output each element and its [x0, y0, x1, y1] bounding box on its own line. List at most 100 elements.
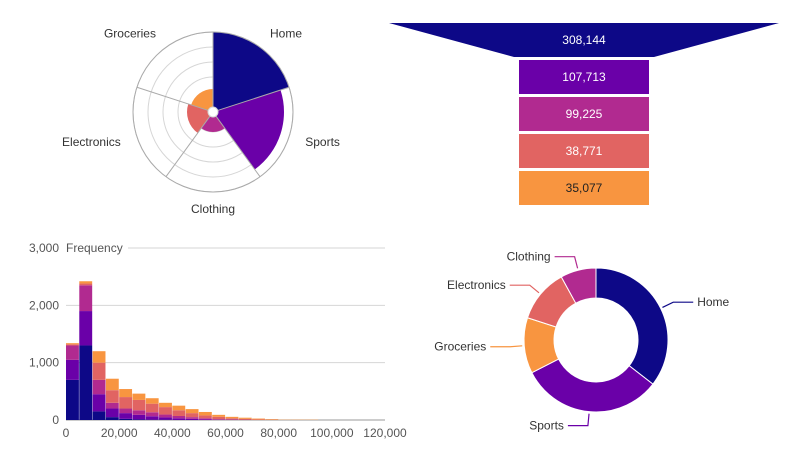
funnel-value-label: 107,713 [562, 70, 606, 84]
polar-wedge-home [213, 32, 290, 111]
polar-label-clothing: Clothing [191, 202, 235, 216]
hist-bar-sports [172, 418, 186, 420]
hist-bar-clothing [172, 415, 186, 419]
polar-center-hole [207, 106, 219, 118]
hist-bar-electronics [198, 415, 212, 419]
donut-leader-sports [567, 413, 590, 427]
hist-bar-clothing [185, 417, 199, 419]
hist-bar-groceries [92, 351, 106, 363]
hist-bar-sports [92, 394, 106, 412]
hist-bar-sports [132, 414, 146, 420]
hist-x-tick-label: 120,000 [363, 426, 407, 440]
polar-spoke [136, 86, 209, 111]
hist-bar-sports [66, 359, 79, 380]
donut-label-electronics: Electronics [447, 278, 506, 292]
hist-bar-electronics [225, 418, 239, 420]
polar-wedge-clothing [201, 116, 225, 132]
hist-bar-electronics [238, 418, 252, 420]
hist-x-tick-label: 0 [63, 426, 70, 440]
donut-slice-clothing [560, 267, 597, 304]
hist-bar-sports [119, 413, 133, 419]
hist-y-tick-label: 2,000 [29, 298, 59, 312]
donut-leader-electronics [509, 284, 540, 294]
polar-spoke [215, 115, 261, 178]
hist-y-axis-title: Frequency [66, 241, 123, 255]
hist-bar-electronics [92, 362, 106, 380]
hist-bar-sports [105, 408, 119, 418]
polar-label-groceries: Groceries [104, 27, 156, 41]
polar-label-electronics: Electronics [62, 135, 121, 149]
funnel-segment-1 [389, 23, 779, 57]
hist-y-tick-label: 0 [52, 413, 59, 427]
funnel-chart: 308,144 107,713 99,225 38,771 35,077 [389, 23, 779, 205]
hist-y-tick-label: 1,000 [29, 356, 59, 370]
hist-bar-groceries [185, 409, 199, 414]
hist-bar-groceries [252, 418, 265, 420]
donut-label-clothing: Clothing [507, 250, 551, 264]
hist-bar-electronics [105, 390, 119, 403]
hist-bar-electronics [79, 283, 93, 286]
donut-slice-home [595, 267, 669, 385]
donut-label-sports: Sports [529, 419, 564, 433]
hist-bar-home [119, 418, 133, 420]
hist-bar-electronics [172, 410, 186, 416]
donut-leader-groceries [490, 345, 523, 348]
hist-bar-groceries [238, 417, 252, 419]
polar-outer-ring [132, 31, 294, 193]
hist-bar-sports [198, 419, 212, 420]
hist-bar-home [79, 345, 93, 420]
hist-bar-electronics [66, 344, 79, 346]
funnel-segment-3 [519, 97, 649, 131]
polar-spoke [217, 86, 290, 111]
hist-bar-clothing [66, 345, 79, 360]
funnel-segment-2 [519, 60, 649, 94]
hist-bar-electronics [212, 416, 226, 420]
donut-leader-clothing [554, 256, 579, 269]
hist-bar-clothing [92, 379, 106, 395]
hist-bar-clothing [132, 410, 146, 415]
funnel-value-label: 99,225 [566, 107, 603, 121]
hist-x-tick-label: 60,000 [207, 426, 244, 440]
hist-bar-groceries [66, 343, 79, 345]
polar-spoke [165, 115, 211, 178]
hist-bar-groceries [105, 378, 119, 391]
funnel-value-label: 38,771 [566, 144, 603, 158]
polar-label-home: Home [270, 27, 302, 41]
hist-bar-sports [159, 417, 172, 420]
hist-bar-clothing [105, 402, 119, 409]
hist-bar-groceries [265, 419, 279, 420]
stacked-histogram-chart: 0 1,000 2,000 3,000 Frequency 0 20,000 40,000 60… [29, 241, 407, 440]
hist-bar-groceries [145, 398, 159, 404]
polar-wedge-groceries [191, 89, 213, 111]
hist-bar-electronics [159, 407, 172, 415]
hist-bar-clothing [159, 414, 172, 418]
hist-x-tick-label: 80,000 [260, 426, 297, 440]
donut-label-home: Home [697, 295, 729, 309]
donut-leader-home [662, 301, 694, 308]
funnel-segment-5 [519, 171, 649, 205]
hist-y-tick-label: 3,000 [29, 241, 59, 255]
donut-label-groceries: Groceries [434, 340, 486, 354]
hist-bar-clothing [212, 419, 226, 420]
hist-bar-groceries [119, 389, 133, 398]
hist-bar-clothing [198, 418, 212, 420]
hist-bar-sports [79, 311, 93, 346]
hist-bar-electronics [132, 399, 146, 411]
polar-label-sports: Sports [305, 135, 340, 149]
hist-bar-clothing [119, 408, 133, 414]
donut-slice-sports [531, 358, 654, 413]
funnel-value-label: 308,144 [562, 33, 606, 47]
hist-bar-home [132, 419, 146, 420]
hist-bar-groceries [172, 405, 186, 411]
hist-bar-home [66, 379, 79, 420]
hist-bar-groceries [132, 393, 146, 400]
hist-bar-clothing [145, 412, 159, 417]
funnel-segment-4 [519, 134, 649, 168]
hist-bar-electronics [145, 403, 159, 413]
polar-area-chart: Home Sports Clothing Electronics Groceries [62, 27, 340, 216]
hist-x-tick-label: 20,000 [101, 426, 138, 440]
hist-bar-groceries [225, 416, 239, 419]
hist-x-tick-label: 40,000 [154, 426, 191, 440]
hist-bar-electronics [185, 413, 199, 418]
